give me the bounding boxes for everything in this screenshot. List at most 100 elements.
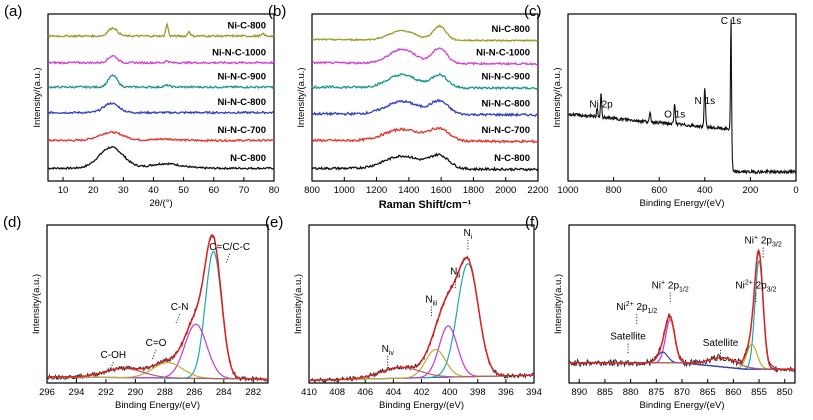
peak-label: Satellite bbox=[703, 338, 739, 349]
panel-d: (d) 296 294 292 290 288 286 284 282 Binding Energ… bbox=[3, 214, 269, 411]
peak-label: C-N bbox=[171, 302, 189, 313]
x-tick-label: 2000 bbox=[495, 185, 516, 196]
x-tick-label: 800 bbox=[606, 185, 622, 196]
peak-label: Niv bbox=[382, 344, 395, 357]
x-tick-label: 404 bbox=[385, 387, 401, 398]
envelope-line bbox=[309, 256, 534, 381]
x-tick-label: 850 bbox=[777, 387, 793, 398]
x-tick-label: 600 bbox=[651, 185, 667, 196]
x-tick-label: 396 bbox=[498, 387, 514, 398]
x-tick-label: 200 bbox=[742, 185, 758, 196]
peak-label: C-OH bbox=[101, 350, 127, 361]
leader-line bbox=[108, 362, 114, 373]
panel-label: (a) bbox=[4, 3, 22, 20]
peak-label: N 1s bbox=[695, 96, 716, 107]
x-tick-label: 282 bbox=[245, 387, 261, 398]
peak-label: C 1s bbox=[721, 16, 742, 27]
survey-line bbox=[567, 19, 797, 175]
series-label: N-C-800 bbox=[494, 153, 530, 164]
y-axis-label: Intensity/(a.u.) bbox=[553, 274, 564, 334]
x-axis-label: Binding Energy/(eV) bbox=[639, 400, 724, 411]
x-tick-label: 286 bbox=[186, 387, 202, 398]
x-tick-label: 80 bbox=[269, 185, 280, 196]
x-tick-label: 30 bbox=[118, 185, 129, 196]
series-line bbox=[47, 73, 275, 90]
x-tick-label: 870 bbox=[674, 387, 690, 398]
x-tick-label: 400 bbox=[697, 185, 713, 196]
x-axis-label: Raman Shift/cm⁻¹ bbox=[379, 199, 472, 211]
series-line bbox=[47, 130, 275, 143]
x-tick-label: 50 bbox=[178, 185, 189, 196]
x-tick-label: 875 bbox=[648, 387, 664, 398]
envelope-line bbox=[569, 248, 795, 370]
x-tick-label: 1200 bbox=[366, 185, 387, 196]
x-tick-label: 885 bbox=[597, 387, 613, 398]
x-tick-label: 890 bbox=[571, 387, 587, 398]
x-tick-label: 855 bbox=[751, 387, 767, 398]
panel-label: (f) bbox=[525, 214, 539, 231]
peak-label: Ni bbox=[464, 228, 473, 241]
series-label: Ni-N-C-1000 bbox=[476, 47, 530, 58]
peak-label: Satellite bbox=[610, 332, 646, 343]
peak-label: C=C/C-C bbox=[209, 242, 250, 253]
x-tick-label: 20 bbox=[88, 185, 99, 196]
x-tick-label: 800 bbox=[304, 185, 320, 196]
x-axis-label: 2θ/(°) bbox=[149, 198, 172, 209]
peak-label: Ni+ 2p1/2 bbox=[652, 280, 689, 294]
x-tick-label: 0 bbox=[793, 185, 798, 196]
envelope-line bbox=[47, 234, 268, 380]
x-tick-label: 1000 bbox=[557, 185, 578, 196]
series-label: Ni-N-C-700 bbox=[217, 125, 266, 136]
series-label: Ni-C-800 bbox=[491, 24, 530, 35]
x-tick-label: 290 bbox=[127, 387, 143, 398]
leader-line bbox=[225, 253, 231, 264]
component-line bbox=[569, 343, 795, 370]
x-tick-label: 284 bbox=[216, 387, 232, 398]
x-tick-label: 40 bbox=[148, 185, 159, 196]
x-tick-label: 860 bbox=[725, 387, 741, 398]
series-line bbox=[47, 54, 275, 65]
x-tick-label: 1400 bbox=[398, 185, 419, 196]
x-tick-label: 296 bbox=[39, 387, 55, 398]
x-tick-label: 60 bbox=[208, 185, 219, 196]
plot-frame bbox=[47, 13, 275, 182]
panel-label: (c) bbox=[524, 3, 542, 20]
component-line bbox=[47, 250, 268, 380]
series-line bbox=[311, 47, 539, 66]
leader-line bbox=[151, 349, 157, 360]
x-tick-label: 402 bbox=[414, 387, 430, 398]
series-label: Ni-N-C-800 bbox=[217, 97, 266, 108]
y-axis-label: Intensity/(a.u.) bbox=[31, 274, 42, 334]
x-axis-label: Binding Energy/(eV) bbox=[639, 198, 724, 209]
series-line bbox=[311, 72, 539, 91]
x-tick-label: 865 bbox=[700, 387, 716, 398]
peak-label: Ni2+ 2p3/2 bbox=[735, 280, 776, 294]
leader-line bbox=[175, 314, 180, 325]
y-axis-label: Intensity/(a.u.) bbox=[32, 67, 43, 127]
raw-data-line bbox=[308, 255, 535, 384]
peak-label: Ni+ 2p3/2 bbox=[745, 235, 782, 249]
panel-c: (c) 1000 800 600 400 200 0 Binding Energy/(eV) I… bbox=[524, 3, 799, 209]
panel-label: (e) bbox=[265, 214, 283, 231]
plot-frame bbox=[311, 13, 539, 182]
panel-e: (e) 410 408 406 404 402 400 398 396 394 Binding En… bbox=[265, 214, 542, 411]
series-line bbox=[47, 101, 275, 115]
plot-frame bbox=[567, 13, 797, 182]
peak-label: Ni 2p bbox=[589, 100, 613, 111]
x-tick-label: 294 bbox=[69, 387, 85, 398]
component-line bbox=[47, 323, 268, 380]
x-tick-label: 410 bbox=[301, 387, 317, 398]
peak-label: O 1s bbox=[664, 110, 685, 121]
x-tick-label: 2200 bbox=[527, 185, 548, 196]
x-tick-label: 1800 bbox=[463, 185, 484, 196]
series-label: Ni-C-800 bbox=[227, 21, 266, 32]
x-tick-label: 880 bbox=[623, 387, 639, 398]
x-tick-label: 400 bbox=[442, 387, 458, 398]
series-line bbox=[311, 98, 539, 118]
series-label: Ni-N-C-700 bbox=[481, 125, 530, 136]
series-label: Ni-N-C-800 bbox=[481, 98, 530, 109]
x-tick-label: 288 bbox=[157, 387, 173, 398]
x-tick-label: 408 bbox=[329, 387, 345, 398]
peak-label: Niii bbox=[425, 294, 437, 307]
panel-label: (d) bbox=[3, 214, 21, 231]
